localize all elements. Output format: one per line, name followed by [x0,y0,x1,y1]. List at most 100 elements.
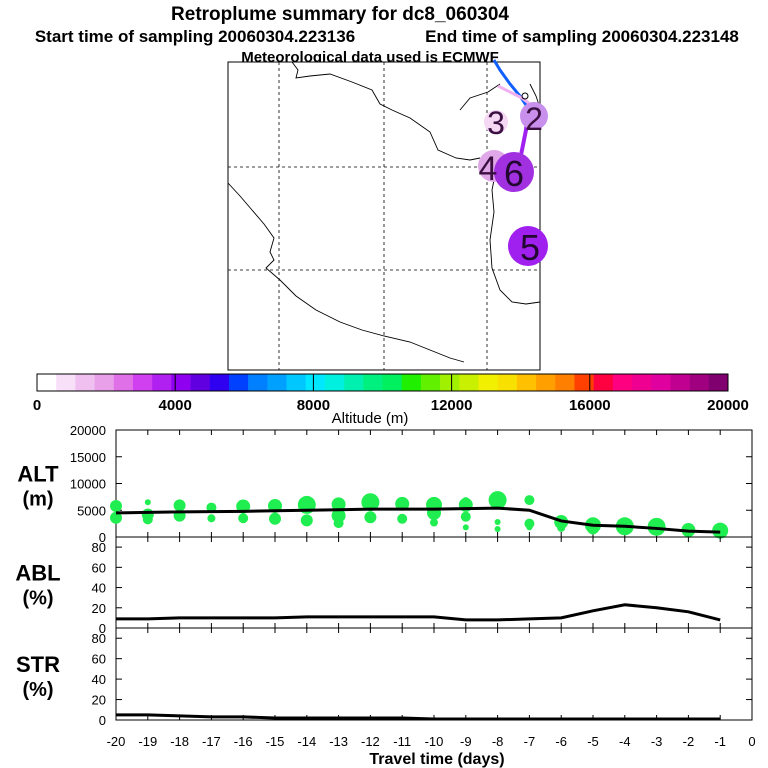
colorbar-cell [420,374,441,391]
y-tick-label: 0 [99,530,106,545]
colorbar-cell [132,374,153,391]
colorbar-cell [516,374,537,391]
x-tick-label: -11 [393,734,411,749]
x-tick-label: -19 [138,734,157,749]
colorbar-tick-label: 8000 [297,397,330,414]
colorbar-tick-label: 0 [33,397,41,414]
plume-markers: 3 2 4 6 5 [478,92,548,268]
y-tick-label: 20 [92,601,106,616]
alt-scatter-point [397,513,408,524]
x-axis-title: Travel time (days) [369,751,504,768]
colorbar-tick-label: 4000 [159,397,192,414]
colorbar-cell [574,374,594,391]
colorbar-cell [497,374,518,391]
colorbar-cell [708,374,729,391]
panel-label: STR [16,652,60,677]
plume-circle-6 [494,152,534,192]
x-tick-label: -6 [555,734,567,749]
colorbar-cell [440,374,460,391]
x-tick-label: -3 [651,734,663,749]
colorbar-cell [555,374,575,391]
map-coastlines [227,61,541,363]
x-tick-label: -4 [619,734,631,749]
colorbar-cell [670,374,690,391]
panel-str: 80 60 40 20 0 STR(%) [16,627,753,728]
colorbar-cell [171,374,191,391]
plume-circle-5 [508,226,548,266]
alt-scatter-point [331,508,346,523]
colorbar-cell [190,374,211,391]
y-tick-label: 5000 [77,503,106,518]
x-tick-label: -16 [234,734,253,749]
y-tick-label: 20 [92,693,106,708]
start-time-label: Start time of sampling 20060304.223136 [35,27,355,46]
colorbar-cell [37,374,57,391]
alt-scatter-point [460,511,471,522]
colorbar-cell [363,374,383,391]
panel-label: ABL [15,561,60,586]
release-point-marker [521,92,529,100]
colorbar-cell [113,374,134,391]
colorbar-cell [344,374,364,391]
plume-circle-3 [484,110,508,134]
colorbar-cell [651,374,671,391]
colorbar-cell [536,374,556,391]
colorbar-tick-label: 16000 [569,397,611,414]
alt-scatter-point [494,519,501,526]
y-tick-label: 60 [92,652,106,667]
y-tick-label: 15000 [70,450,106,465]
time-series-panels: 20000150001000050000ALT(m)806040200ABL(%… [15,423,753,728]
alt-scatter-point [173,499,186,512]
y-tick-label: 60 [92,560,106,575]
colorbar-cell [632,374,652,391]
x-tick-label: -7 [524,734,536,749]
y-tick-label: 40 [92,581,106,596]
panel-unit: (m) [22,489,53,511]
y-tick-label: 0 [99,713,106,728]
alt-scatter-point [430,518,438,527]
colorbar-cell [248,374,268,391]
panel-frame [115,627,753,721]
y-tick-label: 0 [99,621,106,636]
alt-scatter-point [494,525,501,532]
x-tick-label: -8 [492,734,504,749]
alt-scatter-point [462,524,469,531]
colorbar-cell [382,374,402,391]
y-tick-label: 20000 [70,423,106,438]
colorbar-tick-label: 12000 [431,397,473,414]
plume-label-2: 2 [525,101,543,137]
x-tick-label: -2 [683,734,695,749]
x-tick-label: -13 [329,734,348,749]
panel-abl: 80 60 40 20 0 ABL(%) [15,536,753,636]
end-time-label: End time of sampling 20060304.223148 [425,27,739,46]
y-tick-label: 40 [92,672,106,687]
alt-scatter-point [142,514,153,525]
panel-frame [115,536,753,629]
alt-median-line [115,506,721,534]
plume-label-4: 4 [479,150,498,188]
x-tick-label: -15 [266,734,285,749]
alt-scatter-point [361,493,380,512]
colorbar-cells [37,374,729,391]
colorbar-cell [209,374,230,391]
colorbar-cell [459,374,479,391]
x-tick-label: -17 [202,734,221,749]
alt-scatter-point [647,517,666,536]
panel-unit: (%) [22,679,53,701]
colorbar-cell [75,374,95,391]
alt-scatter-point [526,524,533,531]
str-line [116,713,721,721]
y-tick-label: 80 [92,540,106,555]
colorbar-cell [152,374,172,391]
colorbar-cell [267,374,287,391]
alt-scatter-point [269,512,281,525]
y-tick-label: 10000 [70,477,106,492]
alt-scatter-point [238,513,249,524]
alt-scatter-point [207,514,216,523]
colorbar-tick-label: 20000 [707,397,749,414]
x-tick-label: -1 [714,734,726,749]
alt-scatter-point [395,496,410,511]
alt-scatter-point [488,491,507,510]
colorbar-cell [689,374,710,391]
